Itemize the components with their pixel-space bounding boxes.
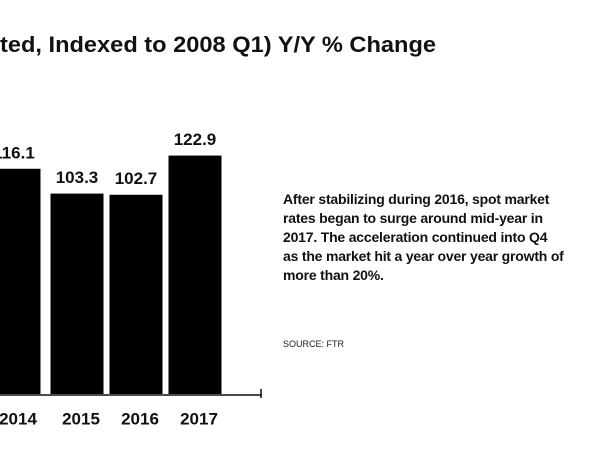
- value-label: 102.7: [115, 169, 158, 188]
- chart-title: ted, Indexed to 2008 Q1) Y/Y % Change: [0, 32, 436, 57]
- x-tick-label: 2016: [121, 409, 159, 428]
- x-tick-label: 2015: [62, 409, 100, 428]
- x-tick-label: 2017: [180, 409, 218, 428]
- x-tick-label: 2014: [0, 409, 37, 428]
- bar: [0, 168, 41, 394]
- value-label: 116.1: [0, 143, 35, 162]
- bar: [50, 193, 104, 394]
- value-label: 103.3: [56, 168, 99, 187]
- bar: [109, 194, 163, 394]
- value-label: 122.9: [174, 130, 217, 149]
- bar: [168, 155, 222, 394]
- source: SOURCE: FTR: [283, 339, 345, 349]
- annotation: After stabilizing during 2016, spot mark…: [283, 191, 564, 283]
